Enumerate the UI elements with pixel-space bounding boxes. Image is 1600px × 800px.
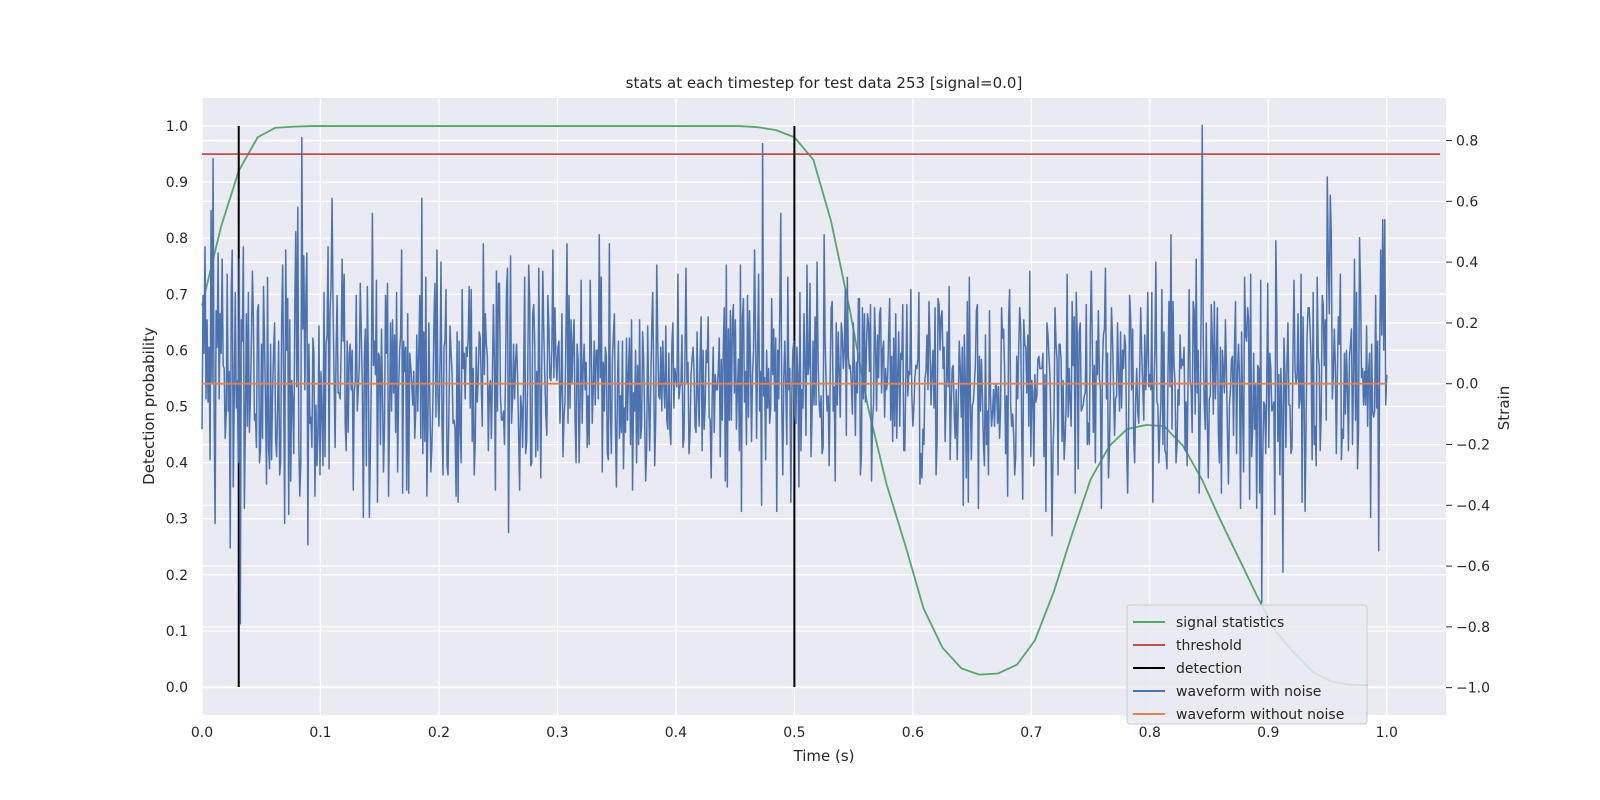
legend-label-waveform-without-noise: waveform without noise [1176, 707, 1344, 723]
y-tick-label-left: 0.2 [166, 568, 188, 584]
x-tick-label: 0.7 [1020, 725, 1042, 741]
x-ticks: 0.0 0.1 0.2 0.3 0.4 0.5 0.6 0.7 0.8 0.9 1.0 [191, 725, 1398, 741]
y-tick-label-right: −0.6 [1456, 559, 1490, 575]
y-tick-label-left: 0.5 [166, 400, 188, 416]
x-tick-label: 0.4 [665, 725, 687, 741]
x-tick-label: 0.9 [1257, 725, 1279, 741]
y-tick-label-left: 0.4 [166, 456, 188, 472]
x-tick-label: 0.0 [191, 725, 213, 741]
y-tick-label-right: −0.2 [1456, 437, 1490, 453]
x-tick-label: 0.3 [546, 725, 568, 741]
legend-label-signal-statistics: signal statistics [1176, 615, 1284, 631]
y-tick-label-left: 0.3 [166, 512, 188, 528]
y-tick-label-right: 0.8 [1456, 134, 1478, 150]
legend-label-detection: detection [1176, 661, 1242, 677]
y-tick-label-right: 0.6 [1456, 194, 1478, 210]
chart-title: stats at each timestep for test data 253… [626, 74, 1023, 92]
y-axis-label-right: Strain [1495, 386, 1513, 430]
y-axis-label-left: Detection probability [140, 327, 158, 485]
y-tick-label-right: −0.4 [1456, 498, 1490, 514]
x-tick-label: 0.1 [309, 725, 331, 741]
waveform-with-noise-line [201, 124, 1388, 625]
legend-label-threshold: threshold [1176, 638, 1242, 654]
y-tick-label-right: 0.2 [1456, 316, 1478, 332]
y-tick-label-left: 0.9 [166, 175, 188, 191]
x-tick-label: 0.6 [902, 725, 924, 741]
signal-statistics-line [201, 125, 1368, 687]
y-tick-label-left: 0.6 [166, 343, 188, 359]
y-tick-label-right: 0.0 [1456, 377, 1478, 393]
x-tick-label: 0.8 [1139, 725, 1161, 741]
y-tick-label-left: 0.1 [166, 624, 188, 640]
y-ticks-right: −1.0 −0.8 −0.6 −0.4 −0.2 0.0 0.2 0.4 0.6 0.8 [1446, 134, 1490, 697]
series-layer [201, 124, 1441, 687]
y-tick-label-left: 1.0 [166, 119, 188, 135]
y-tick-label-right: −1.0 [1456, 681, 1490, 697]
y-ticks-left: 0.0 0.1 0.2 0.3 0.4 0.5 0.6 0.7 0.8 0.9 1.0 [166, 119, 188, 696]
x-axis-label: Time (s) [793, 747, 855, 765]
y-tick-label-right: 0.4 [1456, 255, 1478, 271]
x-tick-label: 0.2 [428, 725, 450, 741]
y-tick-label-right: −0.8 [1456, 620, 1490, 636]
legend: signal statistics threshold detection wavef… [1126, 604, 1368, 725]
legend-label-waveform-with-noise: waveform with noise [1176, 684, 1321, 700]
x-tick-label: 1.0 [1376, 725, 1398, 741]
x-tick-label: 0.5 [783, 725, 805, 741]
y-tick-label-left: 0.8 [166, 231, 188, 247]
y-tick-label-left: 0.0 [166, 680, 188, 696]
legend-frame [1126, 604, 1368, 725]
y-tick-label-left: 0.7 [166, 287, 188, 303]
